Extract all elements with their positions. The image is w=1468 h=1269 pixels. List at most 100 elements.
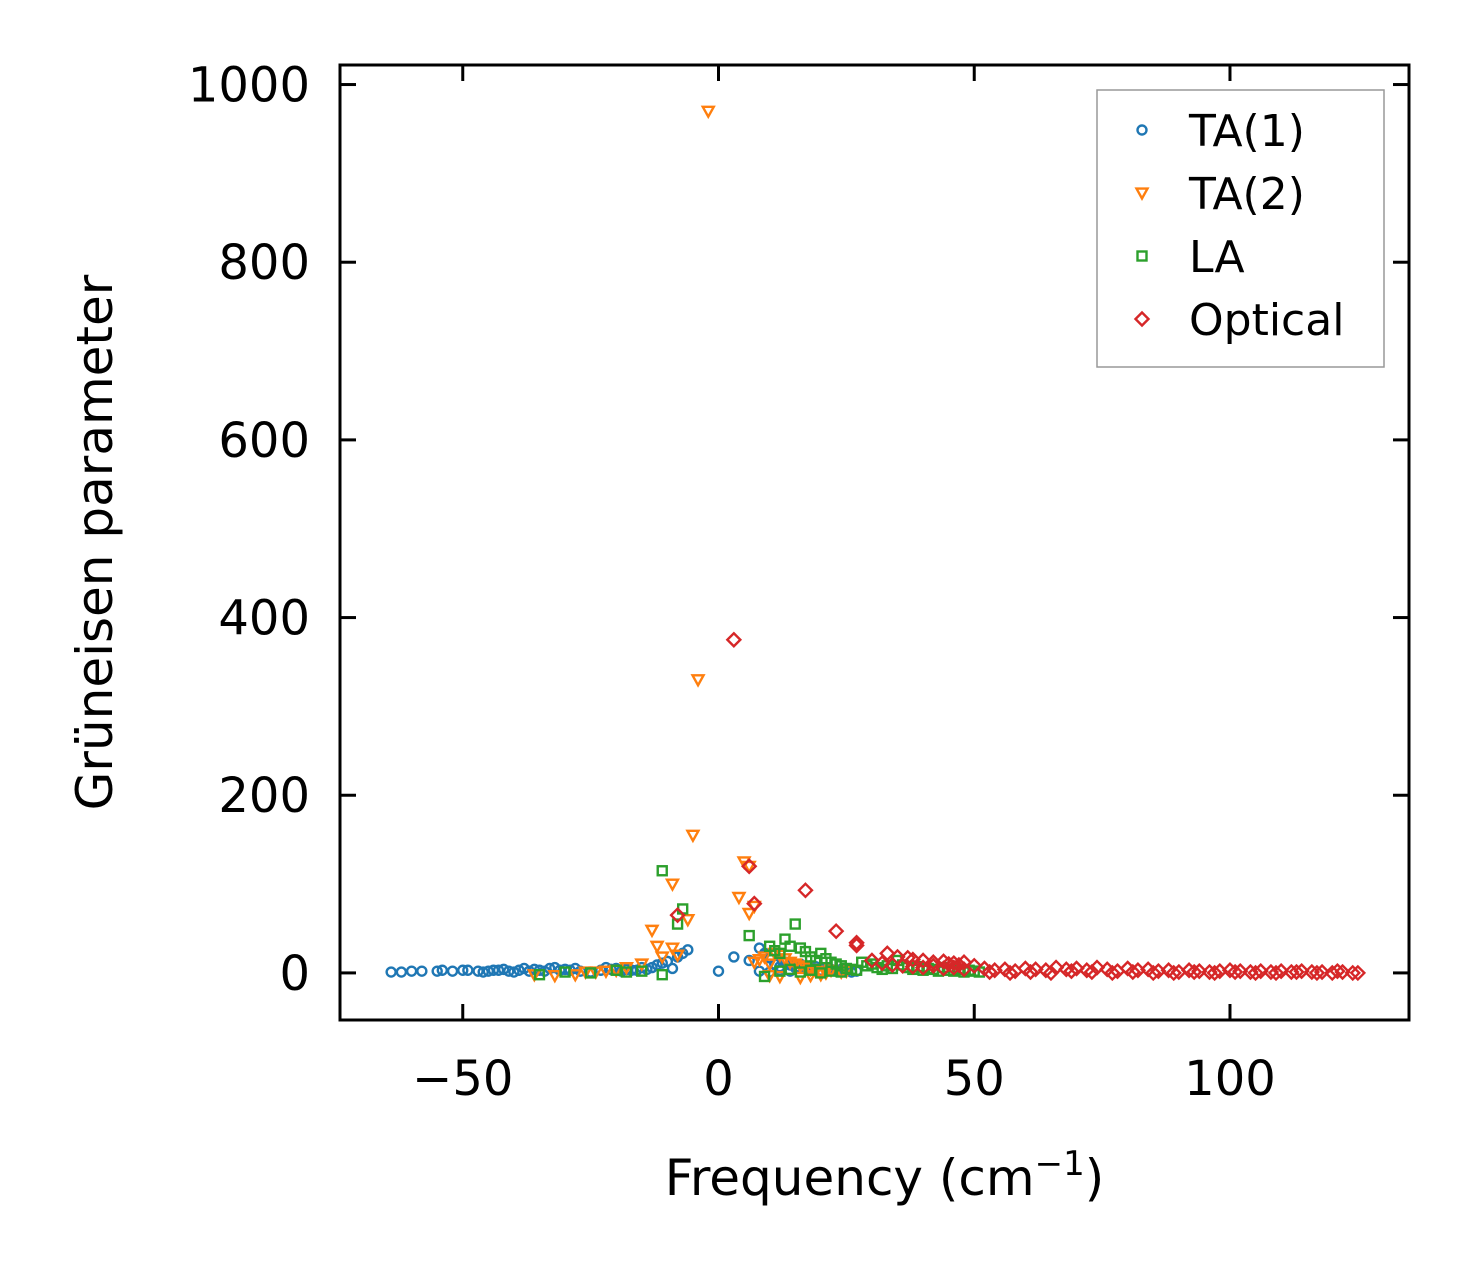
data-point [649, 940, 665, 955]
data-point [669, 906, 686, 924]
data-point [1288, 963, 1305, 981]
data-point [620, 966, 633, 978]
data-point [1313, 963, 1331, 981]
data-point [784, 940, 796, 952]
data-point [462, 964, 474, 976]
data-point [797, 882, 814, 899]
data-point [685, 829, 701, 844]
legend-item: TA(1) [1136, 106, 1305, 157]
data-point [1145, 964, 1162, 982]
x-tick-label: 100 [1184, 1051, 1276, 1107]
data-point [1022, 963, 1039, 981]
data-point [1104, 964, 1121, 982]
data-point [664, 878, 681, 893]
data-point [955, 961, 973, 978]
data-point [508, 966, 520, 978]
data-point [634, 958, 650, 973]
x-tick-label: −50 [412, 1051, 513, 1107]
data-point [774, 965, 786, 977]
data-point [789, 918, 801, 930]
data-point [654, 951, 670, 965]
data-point [792, 971, 808, 986]
data-point [945, 959, 962, 976]
data-point [436, 964, 448, 976]
data-point [656, 968, 668, 981]
data-point [848, 934, 865, 951]
data-point [966, 957, 983, 975]
data-point [804, 964, 817, 976]
data-point [416, 965, 428, 977]
y-tick-label: 0 [279, 946, 310, 1002]
data-point [656, 957, 668, 969]
data-point [547, 969, 563, 984]
data-point [431, 965, 443, 977]
data-point [1165, 964, 1182, 982]
data-point [656, 865, 668, 877]
data-point [666, 962, 679, 975]
data-point [743, 954, 755, 967]
legend-item: LA [1136, 232, 1245, 283]
data-point [1232, 962, 1249, 980]
data-point [644, 924, 660, 939]
points-layer [385, 105, 1367, 986]
data-point [1001, 964, 1019, 982]
data-point [741, 860, 757, 875]
data-point [815, 967, 827, 979]
data-point [873, 954, 891, 972]
data-point [914, 952, 932, 969]
data-point [670, 949, 686, 964]
data-point [725, 631, 743, 648]
legend-marker [1136, 124, 1148, 136]
data-point [477, 966, 489, 978]
y-tick-label: 600 [218, 413, 310, 469]
y-axis-label: Grüneisen parameter [66, 274, 124, 810]
data-point [743, 929, 755, 942]
data-point [774, 947, 786, 960]
legend-item: Optical [1133, 295, 1344, 346]
data-point [1185, 963, 1203, 981]
data-point [825, 965, 837, 977]
legend: TA(1) TA(2) LA Optical [1096, 89, 1385, 368]
data-point [1308, 964, 1326, 982]
data-point [904, 951, 922, 968]
legend-label: TA(1) [1188, 106, 1305, 157]
legend-label: TA(2) [1188, 169, 1305, 220]
data-point [567, 969, 583, 983]
data-point [1272, 962, 1290, 980]
data-point [457, 964, 469, 976]
legend-label: LA [1189, 232, 1245, 283]
data-point [598, 965, 614, 980]
series-optical [669, 631, 1367, 982]
data-point [680, 914, 696, 928]
data-point [1063, 962, 1080, 980]
data-point [1344, 964, 1361, 982]
data-point [925, 957, 942, 975]
data-point [1349, 964, 1367, 982]
data-point [740, 858, 758, 875]
y-tick-label: 800 [218, 235, 310, 291]
data-point [827, 922, 845, 940]
data-point [671, 918, 684, 930]
data-point [835, 966, 847, 978]
data-point [813, 969, 829, 983]
legend-item: TA(2) [1134, 169, 1305, 220]
data-point [559, 966, 571, 978]
data-point [1191, 962, 1208, 980]
data-point [746, 895, 763, 912]
data-point [884, 956, 901, 974]
data-point [1252, 962, 1269, 980]
y-tick-label: 1000 [188, 58, 310, 114]
data-point [848, 937, 865, 954]
data-point [1221, 962, 1239, 979]
data-point [955, 954, 973, 971]
legend-marker [1133, 310, 1151, 328]
data-point [879, 945, 896, 962]
data-point [794, 966, 807, 978]
data-point [1247, 964, 1264, 982]
legend-marker [1136, 250, 1148, 262]
data-point [981, 963, 998, 981]
data-point [1083, 963, 1101, 981]
data-point [1180, 962, 1198, 979]
